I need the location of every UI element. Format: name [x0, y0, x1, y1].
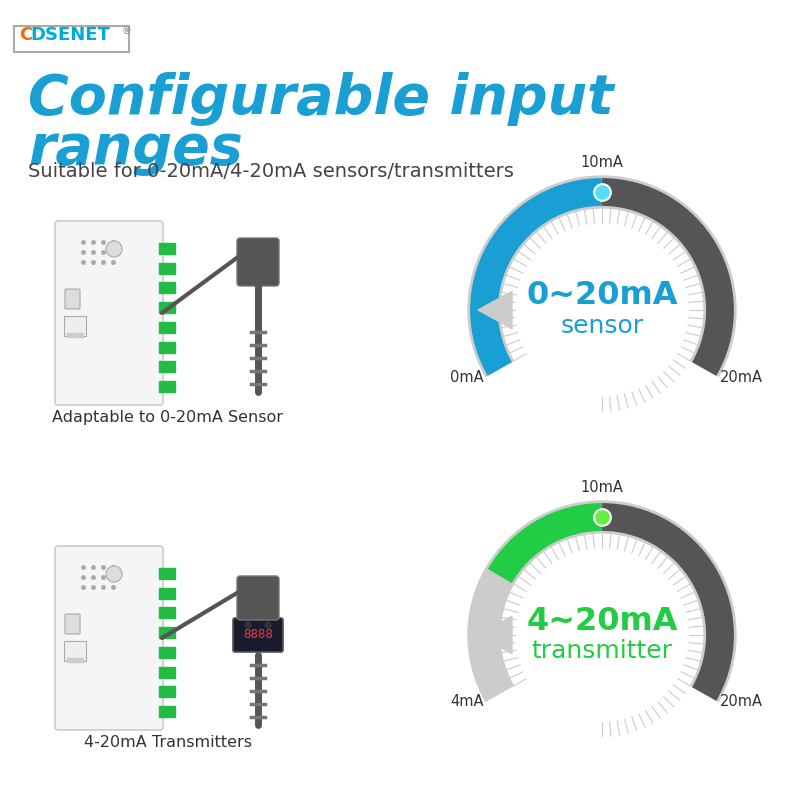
- Bar: [159, 587, 175, 598]
- Bar: [159, 322, 175, 333]
- Text: 10mA: 10mA: [581, 480, 623, 495]
- Bar: [159, 627, 175, 638]
- Bar: [159, 568, 175, 578]
- Text: transmitter: transmitter: [531, 639, 673, 663]
- FancyBboxPatch shape: [55, 546, 163, 730]
- Polygon shape: [478, 291, 512, 329]
- Circle shape: [265, 622, 271, 628]
- FancyBboxPatch shape: [64, 316, 86, 336]
- Text: sensor: sensor: [561, 314, 643, 338]
- Circle shape: [516, 224, 688, 396]
- FancyBboxPatch shape: [64, 641, 86, 661]
- Text: 4mA: 4mA: [450, 694, 484, 710]
- Bar: [159, 607, 175, 618]
- Text: 10mA: 10mA: [581, 155, 623, 170]
- Bar: [67, 658, 83, 662]
- Text: 4~20mA: 4~20mA: [526, 606, 678, 637]
- Bar: [159, 706, 175, 717]
- Text: 8888: 8888: [243, 629, 273, 642]
- Text: Suitable for 0-20mA/4-20mA sensors/transmitters: Suitable for 0-20mA/4-20mA sensors/trans…: [28, 162, 514, 181]
- FancyBboxPatch shape: [55, 221, 163, 405]
- Text: 20mA: 20mA: [720, 694, 763, 710]
- Bar: [159, 666, 175, 678]
- FancyBboxPatch shape: [65, 614, 80, 634]
- Bar: [159, 282, 175, 294]
- FancyBboxPatch shape: [237, 238, 279, 286]
- Polygon shape: [478, 616, 512, 654]
- Text: 20mA: 20mA: [720, 370, 763, 385]
- FancyBboxPatch shape: [233, 618, 283, 652]
- Text: 4-20mA Transmitters: 4-20mA Transmitters: [84, 735, 252, 750]
- Circle shape: [106, 566, 122, 582]
- Bar: [159, 342, 175, 353]
- Bar: [159, 302, 175, 313]
- Bar: [159, 262, 175, 274]
- Text: 0~20mA: 0~20mA: [526, 281, 678, 311]
- Text: DSENET: DSENET: [30, 26, 110, 44]
- FancyBboxPatch shape: [237, 576, 279, 620]
- Bar: [159, 242, 175, 254]
- Text: ranges: ranges: [28, 122, 242, 176]
- Bar: [67, 333, 83, 337]
- Text: Adaptable to 0-20mA Sensor: Adaptable to 0-20mA Sensor: [53, 410, 283, 425]
- Bar: [159, 686, 175, 698]
- Circle shape: [245, 622, 251, 628]
- Bar: [159, 381, 175, 392]
- Text: C: C: [19, 26, 32, 44]
- Bar: [159, 362, 175, 372]
- Circle shape: [106, 241, 122, 257]
- Bar: [159, 646, 175, 658]
- Text: 0mA: 0mA: [450, 370, 484, 385]
- FancyBboxPatch shape: [65, 289, 80, 309]
- Text: Configurable input: Configurable input: [28, 72, 614, 126]
- Text: ®: ®: [122, 26, 132, 36]
- Circle shape: [516, 549, 688, 721]
